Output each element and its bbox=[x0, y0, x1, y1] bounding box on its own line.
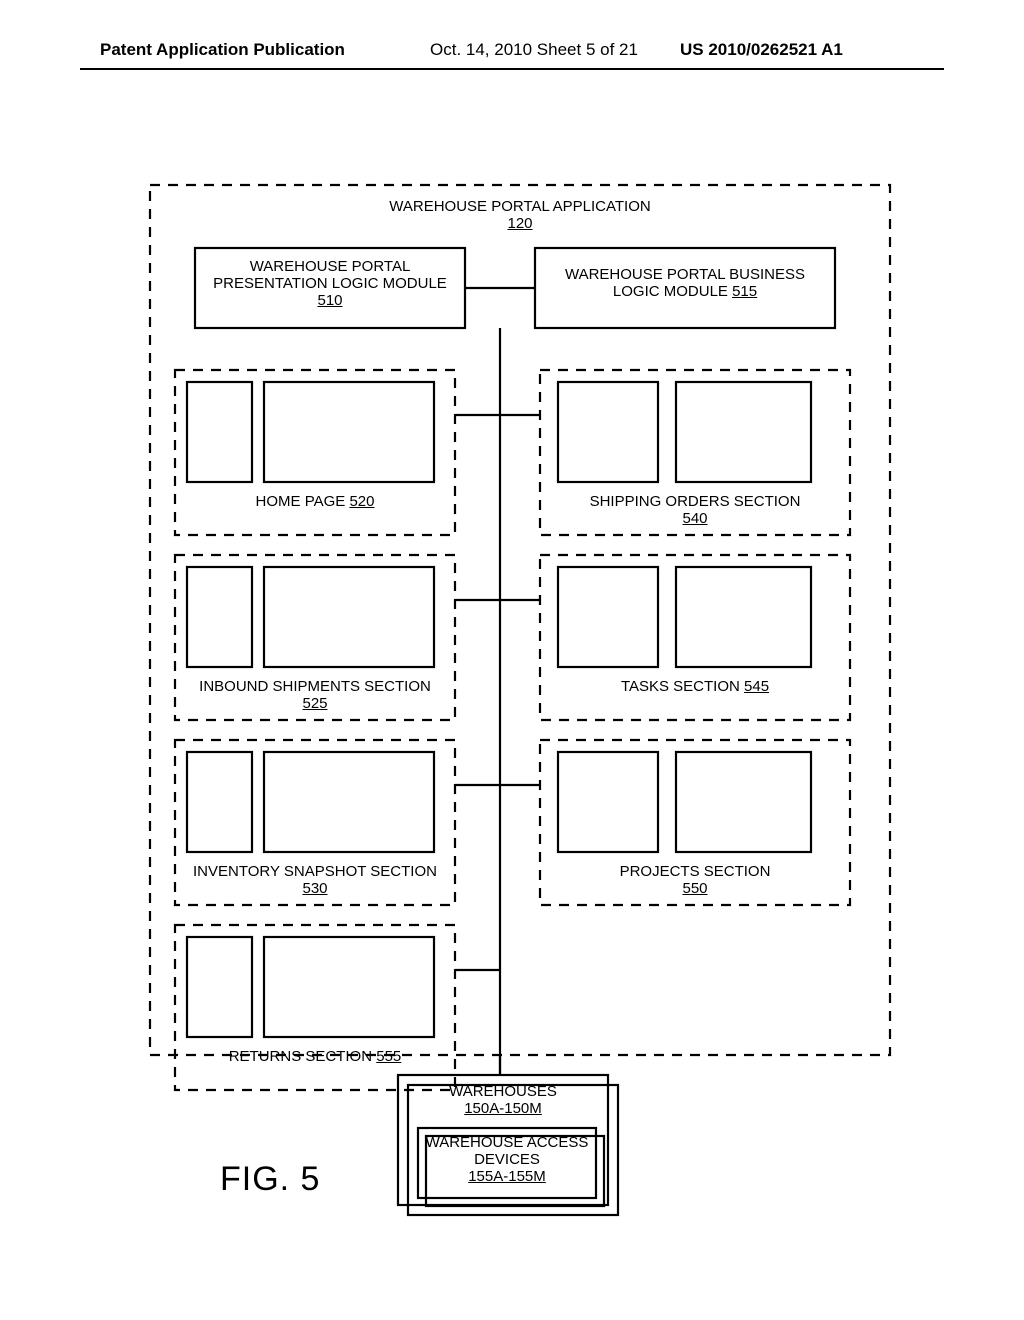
shipping-section: SHIPPING ORDERS SECTION540 bbox=[540, 493, 850, 527]
projects-section: PROJECTS SECTION550 bbox=[540, 863, 850, 897]
devices-box: WAREHOUSE ACCESS DEVICES155A-155M bbox=[418, 1134, 596, 1185]
inventory-section: INVENTORY SNAPSHOT SECTION530 bbox=[175, 863, 455, 897]
home-section: HOME PAGE 520 bbox=[175, 493, 455, 510]
presentation-module: WAREHOUSE PORTAL PRESENTATION LOGIC MODU… bbox=[195, 258, 465, 309]
business-module: WAREHOUSE PORTAL BUSINESSLOGIC MODULE 51… bbox=[535, 266, 835, 300]
warehouses-box: WAREHOUSES150A-150M bbox=[398, 1083, 608, 1117]
figure-label: FIG. 5 bbox=[220, 1160, 320, 1199]
inbound-section: INBOUND SHIPMENTS SECTION525 bbox=[175, 678, 455, 712]
returns-section: RETURNS SECTION 555 bbox=[175, 1048, 455, 1065]
tasks-section: TASKS SECTION 545 bbox=[540, 678, 850, 695]
app-title: WAREHOUSE PORTAL APPLICATION120 bbox=[370, 198, 670, 232]
